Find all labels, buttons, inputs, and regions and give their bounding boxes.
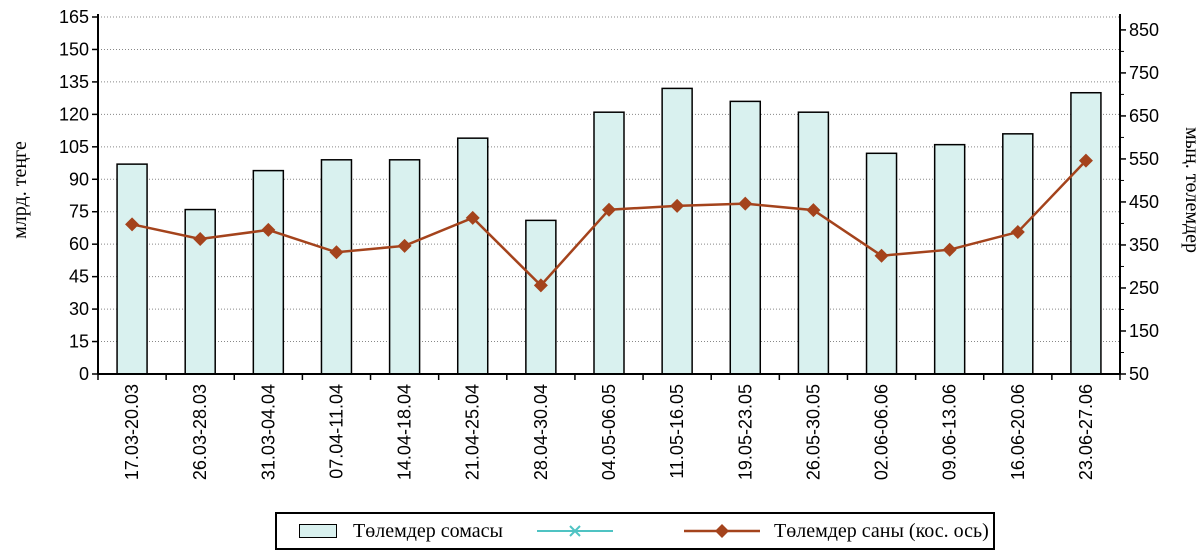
bar bbox=[797, 111, 830, 375]
y2-tick-label: 550 bbox=[1129, 149, 1159, 169]
x-tick-label: 11.05-16.05 bbox=[667, 384, 687, 479]
line-marker bbox=[329, 245, 344, 260]
y-tick-label: 120 bbox=[59, 104, 89, 124]
line-marker bbox=[533, 278, 548, 293]
bar bbox=[320, 159, 353, 375]
line-marker bbox=[942, 242, 957, 257]
bar bbox=[1002, 133, 1034, 375]
legend-item-line: Төлемдер саны (кос. ось) bbox=[682, 514, 989, 548]
legend-label-bars: Төлемдер сомасы bbox=[353, 519, 503, 542]
bar bbox=[388, 159, 421, 375]
y-tick-label: 45 bbox=[69, 267, 89, 287]
line-marker bbox=[465, 210, 480, 225]
legend-x-swatch bbox=[537, 525, 613, 537]
bar bbox=[456, 137, 489, 375]
x-tick-label: 04.05-06.05 bbox=[599, 384, 619, 480]
y2-tick-label: 450 bbox=[1129, 192, 1159, 212]
bar bbox=[729, 100, 762, 375]
axes: 0 15 30 45 60 75 90 105 120 135 150 165 50 150 250 350 4… bbox=[59, 7, 1159, 480]
y2-tick-label: 750 bbox=[1129, 63, 1159, 83]
y-tick-label: 105 bbox=[59, 137, 89, 157]
bar bbox=[865, 152, 898, 375]
bar bbox=[593, 111, 625, 375]
legend-item-bars: Төлемдер сомасы bbox=[299, 514, 503, 548]
x-tick-label: 02.06-06.06 bbox=[872, 384, 892, 480]
y-tick-label: 165 bbox=[59, 7, 89, 27]
y-tick-label: 75 bbox=[69, 202, 89, 222]
y2-axis-label: мың. төлемдер bbox=[1181, 127, 1203, 253]
line-marker bbox=[738, 196, 753, 211]
line-marker bbox=[806, 203, 821, 218]
line-marker bbox=[874, 248, 889, 263]
bars bbox=[116, 87, 1102, 375]
legend-diamond-swatch bbox=[684, 524, 760, 538]
x-tick-label: 09.06-13.06 bbox=[940, 384, 960, 480]
y2-tick-label: 350 bbox=[1129, 235, 1159, 255]
line-marker bbox=[670, 198, 685, 213]
legend: Төлемдер сомасы Төлемдер саны (кос. ось) bbox=[275, 512, 995, 550]
x-tick-label: 31.03-04.04 bbox=[258, 384, 278, 480]
line-marker bbox=[125, 217, 140, 232]
y-tick-label: 15 bbox=[69, 332, 89, 352]
x-tick-label: 26.03-28.03 bbox=[190, 384, 210, 480]
y-tick-label: 135 bbox=[59, 72, 89, 92]
x-tick-label: 26.05-30.05 bbox=[803, 384, 823, 480]
line-marker bbox=[261, 222, 276, 237]
x-tick-label: 07.04-11.04 bbox=[326, 384, 346, 479]
bar bbox=[525, 219, 557, 375]
x-tick-label: 23.06-27.06 bbox=[1076, 384, 1096, 480]
y2-tick-label: 50 bbox=[1129, 364, 1149, 384]
bar bbox=[252, 169, 285, 375]
legend-bar-swatch bbox=[299, 524, 337, 538]
bar bbox=[116, 163, 148, 375]
y2-tick-label: 650 bbox=[1129, 106, 1159, 126]
legend-item-x-series bbox=[535, 514, 615, 548]
line-marker bbox=[1078, 153, 1093, 168]
x-tick-label: 17.03-20.03 bbox=[122, 384, 142, 480]
y-tick-label: 0 bbox=[79, 364, 89, 384]
y2-tick-label: 250 bbox=[1129, 278, 1159, 298]
y-axis-label: млрд. теңге bbox=[9, 141, 31, 239]
line-marker bbox=[1010, 225, 1025, 240]
x-tick-label: 19.05-23.05 bbox=[735, 384, 755, 480]
y2-tick-label: 850 bbox=[1129, 20, 1159, 40]
line-marker bbox=[602, 202, 616, 217]
bar bbox=[933, 143, 966, 375]
x-tick-label: 16.06-20.06 bbox=[1008, 384, 1028, 480]
x-tick-label: 28.04-30.04 bbox=[531, 384, 551, 480]
bar bbox=[1070, 91, 1102, 375]
y-tick-label: 60 bbox=[69, 234, 89, 254]
line-series bbox=[125, 153, 1093, 293]
x-tick-label: 14.04-18.04 bbox=[395, 384, 415, 480]
bar bbox=[661, 87, 693, 375]
line-marker bbox=[193, 231, 208, 246]
y-tick-label: 30 bbox=[69, 299, 89, 319]
y2-tick-label: 150 bbox=[1129, 321, 1159, 341]
x-tick-label: 21.04-25.04 bbox=[463, 384, 483, 480]
line-marker bbox=[397, 238, 412, 253]
legend-label-line: Төлемдер саны (кос. ось) bbox=[774, 519, 989, 542]
y-tick-label: 150 bbox=[59, 39, 89, 59]
y-tick-label: 90 bbox=[69, 169, 89, 189]
